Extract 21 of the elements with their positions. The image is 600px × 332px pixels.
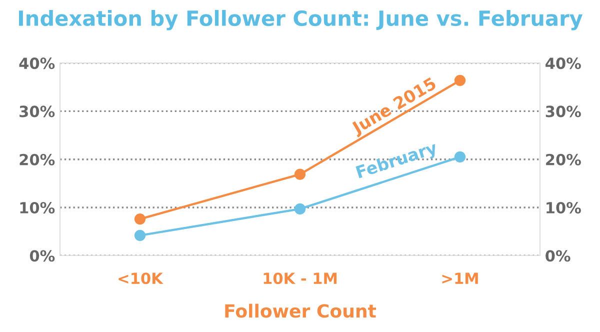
point <box>134 230 146 241</box>
y2-tick-label: 10% <box>546 202 581 214</box>
y2-tick-label: 40% <box>546 58 581 70</box>
y-tick-label: 0% <box>30 250 55 262</box>
y-tick-label: 10% <box>20 202 55 214</box>
x-tick-label: >1M <box>442 272 478 284</box>
point <box>294 203 306 214</box>
point <box>454 151 466 163</box>
y2-tick-label: 30% <box>546 106 581 118</box>
point <box>134 214 146 225</box>
x-axis-title: Follower Count <box>225 304 376 318</box>
x-tick-label: 10K - 1M <box>264 272 337 284</box>
y-tick-label: 30% <box>20 106 55 118</box>
y-tick-label: 40% <box>19 58 55 70</box>
chart-title: Indexation by Follower Count: June vs. February <box>19 10 583 30</box>
y2-tick-label: 0% <box>546 250 570 262</box>
point <box>294 168 306 180</box>
y-tick-label: 20% <box>20 154 55 166</box>
y2-tick-label: 20% <box>546 154 581 166</box>
x-tick-label: <10K <box>118 272 164 284</box>
point <box>454 74 466 86</box>
